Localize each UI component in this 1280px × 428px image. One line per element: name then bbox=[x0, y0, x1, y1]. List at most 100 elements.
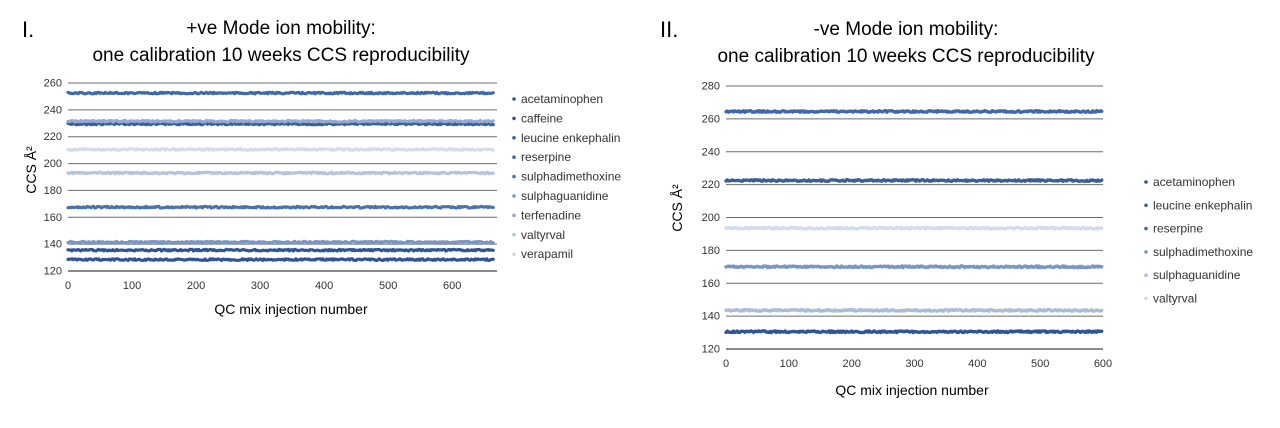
panel-2-legend-label: leucine enkephalin bbox=[1153, 198, 1252, 212]
panel-2-legend-label: acetaminophen bbox=[1153, 175, 1235, 189]
panel-1-series-caffeine bbox=[66, 247, 495, 253]
panel-2-series-reserpine bbox=[724, 109, 1104, 115]
panel-1-title-line-1: +ve Mode ion mobility: bbox=[186, 18, 376, 39]
panel-2-x-axis-label: QC mix injection number bbox=[835, 382, 989, 398]
panel-1-y-tick-label: 220 bbox=[44, 131, 62, 143]
panel-2-y-tick-label: 220 bbox=[702, 179, 720, 191]
panel-2-y-axis-label: CCS Å² bbox=[669, 184, 685, 232]
panel-1-legend-item-terfenadine: terfenadine bbox=[512, 208, 581, 222]
panel-1-series-terfenadine bbox=[66, 118, 495, 124]
panel-1-legend-item-leucine-enkephalin: leucine enkephalin bbox=[512, 131, 620, 145]
panel-2-series-sulphaguanidine bbox=[724, 307, 1104, 313]
panel-1-legend-marker bbox=[512, 136, 516, 140]
panel-1-x-tick-label: 0 bbox=[65, 280, 71, 292]
panel-1-x-tick-label: 400 bbox=[315, 280, 333, 292]
panel-1-legend-label: acetaminophen bbox=[521, 92, 603, 106]
panel-2-y-tick-label: 160 bbox=[702, 278, 720, 290]
panel-1-x-tick-label: 300 bbox=[251, 280, 269, 292]
panel-1-legend-item-sulphaguanidine: sulphaguanidine bbox=[512, 189, 609, 203]
panel-1-legend-marker bbox=[512, 194, 516, 198]
panel-2-legend-item-valtyrval: valtyrval bbox=[1144, 292, 1197, 306]
panel-1-legend-item-caffeine: caffeine bbox=[512, 111, 563, 125]
panel-1-legend-marker bbox=[512, 252, 516, 256]
panel-2-y-tick-label: 260 bbox=[702, 113, 720, 125]
panel-2-title-line-2: one calibration 10 weeks CCS reproducibi… bbox=[717, 46, 1095, 67]
panel-1-point bbox=[491, 241, 495, 245]
panel-2-x-tick-label: 500 bbox=[1031, 358, 1049, 370]
panel-2-x-tick-label: 200 bbox=[842, 358, 860, 370]
panel-1-legend-item-verapamil: verapamil bbox=[512, 247, 573, 261]
panel-1-point bbox=[491, 257, 495, 261]
panel-2-x-tick-label: 100 bbox=[780, 358, 798, 370]
panel-1-legend-marker bbox=[512, 116, 516, 121]
panel-2-y-tick-label: 140 bbox=[702, 311, 720, 323]
panel-2-legend-item-leucine-enkephalin: leucine enkephalin bbox=[1144, 198, 1252, 212]
panel-2-legend-marker bbox=[1144, 226, 1148, 231]
panel-2-point bbox=[1100, 178, 1104, 182]
panel-2-legend-marker bbox=[1144, 180, 1148, 184]
panel-1-x-tick-label: 600 bbox=[443, 280, 461, 292]
panel-2-point bbox=[1100, 329, 1104, 333]
panel-2-y-tick-label: 280 bbox=[702, 81, 720, 93]
panel-1-legend-marker bbox=[512, 213, 516, 218]
panel-2-series-leucine-enkephalin bbox=[724, 178, 1104, 183]
panel-1-series-acetaminophen bbox=[66, 257, 495, 262]
panel-1-legend-marker bbox=[512, 155, 516, 159]
panel-1-numeral: I. bbox=[22, 17, 34, 42]
panel-2-legend-item-sulphaguanidine: sulphaguanidine bbox=[1144, 268, 1241, 282]
panel-1-point bbox=[491, 171, 495, 175]
panel-1-series-reserpine bbox=[66, 90, 495, 96]
panel-2-title-line-1: -ve Mode ion mobility: bbox=[814, 19, 999, 40]
panel-1-point bbox=[491, 148, 495, 152]
panel-1-y-tick-label: 260 bbox=[44, 78, 62, 90]
panel-1-legend-item-reserpine: reserpine bbox=[512, 150, 571, 164]
panel-1-y-tick-label: 140 bbox=[44, 239, 62, 251]
panel-1-legend-item-acetaminophen: acetaminophen bbox=[512, 92, 603, 106]
panel-1-legend-item-sulphadimethoxine: sulphadimethoxine bbox=[512, 170, 621, 184]
panel-1-legend-item-valtyrval: valtyrval bbox=[512, 228, 565, 242]
panel-2-x-tick-label: 0 bbox=[723, 358, 729, 370]
panel-1-series-leucine-enkephalin bbox=[66, 121, 495, 127]
panel-2-legend-item-acetaminophen: acetaminophen bbox=[1144, 175, 1235, 189]
panel-2-y-tick-label: 180 bbox=[702, 245, 720, 257]
panel-2-point bbox=[1100, 308, 1104, 313]
panel-2-x-tick-label: 400 bbox=[968, 358, 986, 370]
panel-2-legend-label: sulphadimethoxine bbox=[1153, 245, 1253, 259]
panel-1-legend-label: reserpine bbox=[521, 150, 571, 164]
panel-1-x-tick-label: 100 bbox=[123, 280, 141, 292]
panel-1-legend-label: valtyrval bbox=[521, 228, 565, 242]
panel-1-series-sulphadimethoxine bbox=[66, 204, 495, 210]
panel-2-legend-marker bbox=[1144, 250, 1148, 254]
panel-1-point bbox=[491, 91, 495, 95]
panel-2-legend-label: valtyrval bbox=[1153, 292, 1197, 306]
panel-2-y-tick-label: 200 bbox=[702, 212, 720, 224]
panel-1-legend-label: terfenadine bbox=[521, 208, 581, 222]
panel-1-y-tick-label: 180 bbox=[44, 185, 62, 197]
panel-2-legend-marker bbox=[1144, 273, 1148, 278]
panel-1-x-tick-label: 200 bbox=[187, 280, 205, 292]
panel-2-legend-item-reserpine: reserpine bbox=[1144, 222, 1203, 236]
panel-2-series-acetaminophen bbox=[724, 329, 1104, 335]
panel-1-series-verapamil bbox=[66, 147, 495, 152]
panel-1-point bbox=[491, 248, 495, 252]
panel-2-series-valtyrval bbox=[724, 225, 1104, 231]
panel-2-point bbox=[1100, 265, 1104, 269]
panel-2-x-tick-label: 300 bbox=[905, 358, 923, 370]
panel-1-legend-marker bbox=[512, 97, 516, 101]
panel-2-legend-label: sulphaguanidine bbox=[1153, 268, 1241, 282]
panel-2-x-tick-label: 600 bbox=[1094, 358, 1112, 370]
panel-1-point bbox=[491, 119, 495, 123]
panel-1-legend-label: sulphaguanidine bbox=[521, 189, 609, 203]
panel-1-y-tick-label: 200 bbox=[44, 158, 62, 170]
panel-2-numeral: II. bbox=[660, 17, 678, 42]
panel-1-title-line-2: one calibration 10 weeks CCS reproducibi… bbox=[92, 45, 470, 66]
panel-1-legend-label: caffeine bbox=[521, 111, 563, 125]
panel-1-point bbox=[491, 123, 495, 127]
panel-1-legend-label: verapamil bbox=[521, 247, 573, 261]
panel-2-y-tick-label: 120 bbox=[702, 344, 720, 356]
panel-1-legend-marker bbox=[512, 233, 516, 237]
panel-1-y-tick-label: 160 bbox=[44, 212, 62, 224]
panel-1-series-sulphaguanidine bbox=[66, 239, 495, 245]
panel-2-legend-item-sulphadimethoxine: sulphadimethoxine bbox=[1144, 245, 1253, 259]
